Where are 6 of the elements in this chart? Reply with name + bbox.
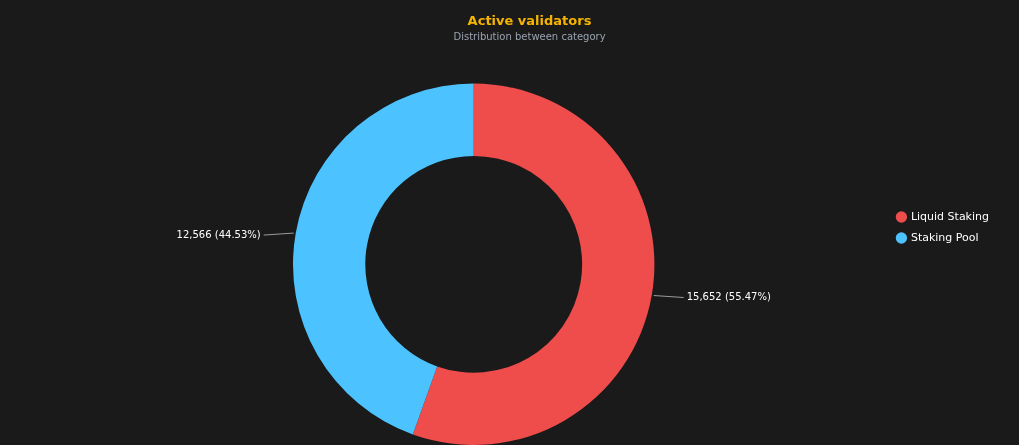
data-label: 12,566 (44.53%) xyxy=(176,228,261,240)
chart-subtitle: Distribution between category xyxy=(453,31,606,43)
data-label: 15,652 (55.47%) xyxy=(686,291,771,303)
legend-label: Liquid Staking xyxy=(910,209,989,223)
chart-title: Active validators xyxy=(467,13,592,29)
legend-label: Staking Pool xyxy=(910,230,979,244)
